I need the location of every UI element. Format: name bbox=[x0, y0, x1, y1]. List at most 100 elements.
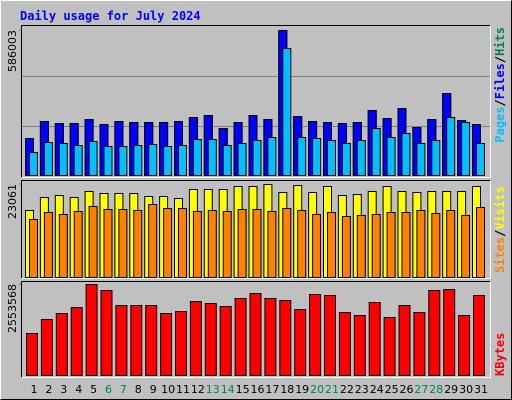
bar bbox=[398, 305, 411, 376]
panel-border bbox=[21, 25, 491, 178]
legend-separator: / bbox=[493, 56, 507, 63]
bar bbox=[428, 290, 441, 377]
bar bbox=[338, 312, 351, 377]
bar bbox=[297, 209, 307, 278]
bar bbox=[40, 319, 53, 376]
x-tick-label: 9 bbox=[150, 383, 157, 396]
bar bbox=[416, 209, 426, 278]
bar bbox=[324, 295, 336, 376]
bar bbox=[207, 209, 217, 278]
bar bbox=[189, 301, 202, 376]
x-tick-label: 23 bbox=[355, 383, 369, 396]
bar bbox=[115, 305, 128, 376]
bar bbox=[145, 305, 158, 376]
x-tick-label: 30 bbox=[459, 383, 473, 396]
chart-title: Daily usage for July 2024 bbox=[20, 9, 201, 23]
bar bbox=[416, 143, 426, 177]
bar bbox=[192, 139, 202, 177]
bar bbox=[43, 211, 53, 278]
bar bbox=[371, 213, 381, 278]
bar bbox=[163, 146, 173, 176]
x-tick-label: 5 bbox=[90, 383, 97, 396]
bar bbox=[461, 214, 471, 278]
legend: Sites/Visits bbox=[493, 186, 507, 273]
bar bbox=[353, 315, 366, 376]
bar bbox=[234, 298, 247, 377]
bar bbox=[297, 137, 307, 176]
bar bbox=[222, 210, 232, 278]
panel-border bbox=[21, 180, 491, 279]
bar bbox=[29, 218, 38, 279]
bar bbox=[282, 48, 292, 176]
x-tick-label: 17 bbox=[265, 383, 279, 396]
bar bbox=[70, 307, 83, 377]
bar bbox=[58, 143, 68, 177]
bar bbox=[386, 137, 396, 176]
bar bbox=[473, 295, 485, 376]
x-tick-label: 27 bbox=[414, 383, 428, 396]
bar bbox=[282, 207, 292, 279]
bar bbox=[431, 212, 441, 278]
bar bbox=[148, 144, 158, 176]
x-tick-label: 4 bbox=[75, 383, 82, 396]
bar bbox=[55, 313, 68, 377]
bar bbox=[103, 146, 113, 176]
bar bbox=[58, 213, 68, 278]
x-tick-label: 20 bbox=[310, 383, 324, 396]
bar bbox=[133, 145, 143, 177]
legend: Pages/Files/Hits bbox=[493, 27, 507, 143]
bar bbox=[178, 145, 187, 177]
bar bbox=[413, 312, 426, 377]
x-tick-label: 18 bbox=[280, 383, 294, 396]
bar bbox=[73, 145, 83, 177]
x-tick-label: 8 bbox=[135, 383, 142, 396]
bar bbox=[219, 306, 232, 376]
bar bbox=[476, 206, 485, 278]
bar bbox=[356, 140, 366, 176]
x-tick-label: 3 bbox=[60, 383, 67, 396]
bar bbox=[401, 211, 411, 278]
bar bbox=[237, 208, 247, 278]
bar bbox=[85, 284, 98, 376]
bar bbox=[192, 210, 202, 278]
legend-separator: / bbox=[493, 99, 507, 106]
x-tick-label: 29 bbox=[444, 383, 458, 396]
legend-entry: Sites bbox=[493, 237, 507, 273]
bar bbox=[88, 141, 98, 177]
bar bbox=[431, 140, 441, 176]
x-tick-label: 26 bbox=[400, 383, 414, 396]
bar bbox=[178, 207, 187, 279]
bar bbox=[222, 145, 232, 177]
bar bbox=[88, 205, 98, 279]
bar bbox=[309, 294, 322, 377]
legend-entry: Files bbox=[493, 63, 507, 99]
x-tick-label: 13 bbox=[206, 383, 220, 396]
bar bbox=[207, 139, 217, 177]
bar bbox=[356, 214, 366, 278]
x-tick-label: 15 bbox=[236, 383, 250, 396]
bar bbox=[148, 203, 158, 279]
bar bbox=[458, 315, 471, 376]
panel-border bbox=[21, 180, 491, 279]
bar bbox=[252, 208, 262, 278]
y-tick-label: 23061 bbox=[6, 184, 19, 219]
bar bbox=[133, 209, 143, 278]
legend-entry: KBytes bbox=[493, 333, 507, 376]
bar bbox=[383, 317, 396, 377]
legend-entry: Visits bbox=[493, 186, 507, 229]
bar bbox=[446, 209, 456, 278]
bar bbox=[73, 210, 83, 278]
bar bbox=[237, 143, 247, 177]
bar bbox=[341, 215, 351, 278]
bar bbox=[368, 302, 381, 376]
x-tick-label: 7 bbox=[120, 383, 127, 396]
bar bbox=[100, 290, 113, 377]
x-tick-label: 11 bbox=[176, 383, 190, 396]
bar bbox=[43, 142, 53, 176]
bar bbox=[294, 309, 307, 376]
legend-entry: Pages bbox=[493, 107, 507, 143]
bar bbox=[341, 143, 351, 177]
x-tick-label: 31 bbox=[474, 383, 488, 396]
bar bbox=[118, 208, 128, 278]
